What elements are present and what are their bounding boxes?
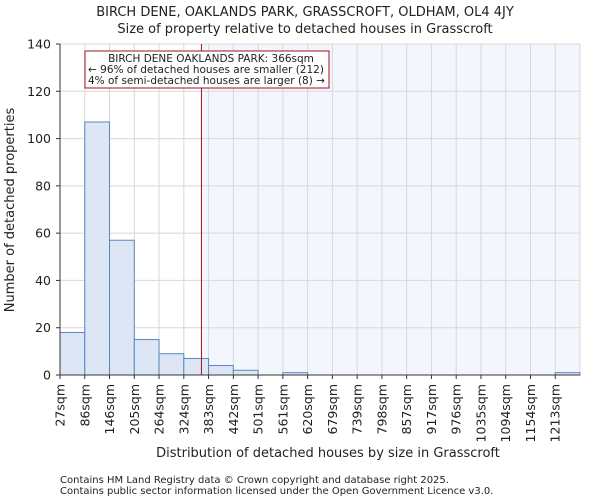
x-tick-label: 324sqm	[176, 384, 191, 434]
x-axis-label: Distribution of detached houses by size …	[156, 446, 500, 461]
histogram-bar	[59, 331, 86, 376]
x-tick-label: 620sqm	[300, 384, 315, 434]
y-tick-label: 80	[35, 178, 51, 193]
histogram-bar	[133, 339, 160, 376]
histogram-bar	[84, 121, 111, 376]
x-tick-label: 383sqm	[201, 384, 216, 434]
y-axis-label: Number of detached properties	[3, 108, 18, 313]
x-tick-label: 146sqm	[102, 384, 117, 434]
annotation-line-2: ← 96% of detached houses are smaller (21…	[88, 64, 324, 76]
chart-subtitle: Size of property relative to detached ho…	[117, 22, 492, 37]
x-tick-label: 501sqm	[251, 384, 266, 434]
x-tick-label: 1213sqm	[548, 384, 563, 442]
footer-line-2: Contains public sector information licen…	[60, 486, 493, 497]
x-tick-label: 679sqm	[325, 384, 340, 434]
histogram-bar	[183, 357, 210, 376]
y-tick-label: 100	[27, 131, 51, 146]
x-tick-label: 86sqm	[77, 384, 92, 427]
x-tick-label: 442sqm	[226, 384, 241, 434]
x-tick-label: 264sqm	[152, 384, 167, 434]
x-tick-label: 976sqm	[449, 384, 464, 434]
y-tick-label: 40	[35, 273, 51, 288]
x-tick-label: 1154sqm	[523, 384, 538, 442]
y-tick-label: 120	[27, 84, 51, 99]
histogram-bar	[208, 365, 234, 376]
x-tick-label: 205sqm	[127, 384, 142, 434]
x-tick-label: 739sqm	[350, 384, 365, 434]
y-tick-label: 60	[35, 226, 51, 241]
y-tick-label: 0	[43, 368, 51, 383]
x-tick-label: 1094sqm	[498, 384, 513, 442]
histogram-bar	[232, 369, 259, 376]
footer-line-1: Contains HM Land Registry data © Crown c…	[60, 475, 449, 486]
chart-title: BIRCH DENE, OAKLANDS PARK, GRASSCROFT, O…	[96, 5, 514, 20]
x-tick-label: 27sqm	[53, 384, 68, 427]
y-tick-label: 20	[35, 320, 51, 335]
histogram-bar	[158, 353, 185, 376]
x-tick-label: 857sqm	[399, 384, 414, 434]
highlight-region	[201, 44, 580, 375]
y-tick-label: 140	[27, 37, 51, 52]
annotation-line-3: 4% of semi-detached houses are larger (8…	[88, 75, 325, 87]
annotation-line-1: BIRCH DENE OAKLANDS PARK: 366sqm	[108, 53, 314, 65]
histogram-bar	[109, 239, 135, 376]
x-tick-label: 561sqm	[275, 384, 290, 434]
x-tick-label: 798sqm	[374, 384, 389, 434]
x-tick-label: 1035sqm	[473, 384, 488, 442]
annotation-box: BIRCH DENE OAKLANDS PARK: 366sqm ← 96% o…	[84, 50, 330, 89]
x-tick-label: 917sqm	[424, 384, 439, 434]
